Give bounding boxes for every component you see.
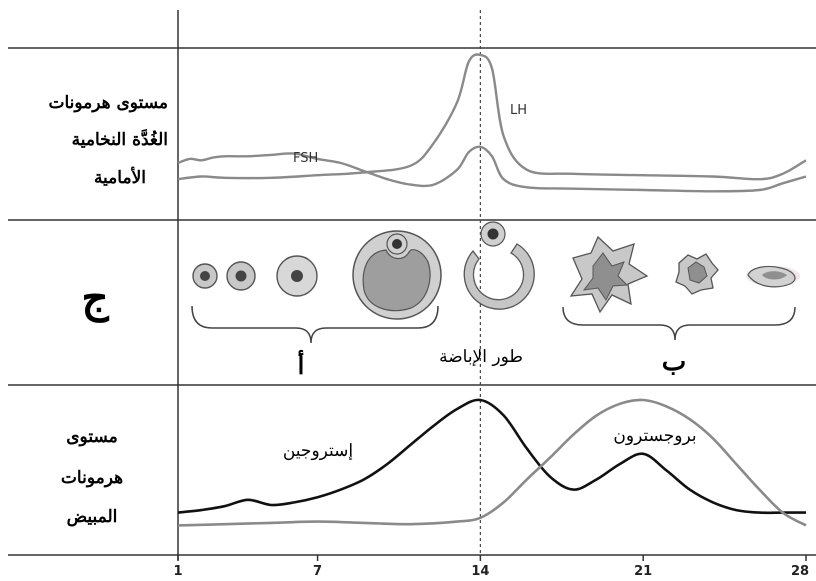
anterior_pituitary-series-0 <box>177 53 807 181</box>
anterior_pituitary-series-1 <box>177 145 807 193</box>
ovary-section-label: ج <box>81 273 109 323</box>
follicle-stages <box>192 221 800 320</box>
x-tick-label-1: 1 <box>173 564 182 579</box>
pituitary-title-line-2: الغُدَّة النخامية <box>72 129 168 150</box>
x-tick-label-14: 14 <box>471 564 489 579</box>
mature-follicle <box>352 230 442 320</box>
x-tick-label-28: 28 <box>791 564 809 579</box>
follicular-phase-label: أ <box>298 348 305 380</box>
follicular-phase-brace <box>191 305 439 344</box>
ovulation-label: طور الإباضة <box>439 347 523 367</box>
ovarian_hormones-series-1 <box>177 398 807 527</box>
ovarian-title: مستوى هرمونات المبيض <box>61 427 123 527</box>
regressing-corpus-luteum <box>675 253 719 295</box>
lh-label: LH <box>510 103 527 118</box>
estrogen-label: إستروجين <box>283 441 353 461</box>
primary-follicle <box>276 255 318 297</box>
x-tick-label-7: 7 <box>313 564 322 579</box>
corpus-luteum <box>569 235 649 314</box>
fsh-label: FSH <box>293 151 318 166</box>
corpus-albicans <box>746 265 800 288</box>
primordial-follicle-2 <box>226 261 256 291</box>
progesterone-label: بروجسترون <box>613 426 696 446</box>
ruptured-follicle <box>463 221 535 310</box>
x-tick-layer: 1 7 14 21 28 <box>173 555 809 579</box>
luteal-phase-brace <box>562 306 796 341</box>
ovarian-title-line-1: مستوى <box>66 427 118 447</box>
ovarian-title-line-2: هرمونات <box>61 468 123 488</box>
x-tick-label-21: 21 <box>634 564 652 579</box>
pituitary-title-line-3: الأمامية <box>94 166 146 188</box>
pituitary-title-line-1: مستوى هرمونات <box>48 93 168 113</box>
ovarian-title-line-3: المبيض <box>67 507 118 527</box>
luteal-phase-label: ب <box>662 347 686 377</box>
pituitary-title: مستوى هرمونات الغُدَّة النخامية الأمامية <box>48 93 168 188</box>
primordial-follicle-1 <box>192 263 218 289</box>
series-layer <box>177 53 807 527</box>
ovarian_hormones-series-0 <box>177 398 806 515</box>
